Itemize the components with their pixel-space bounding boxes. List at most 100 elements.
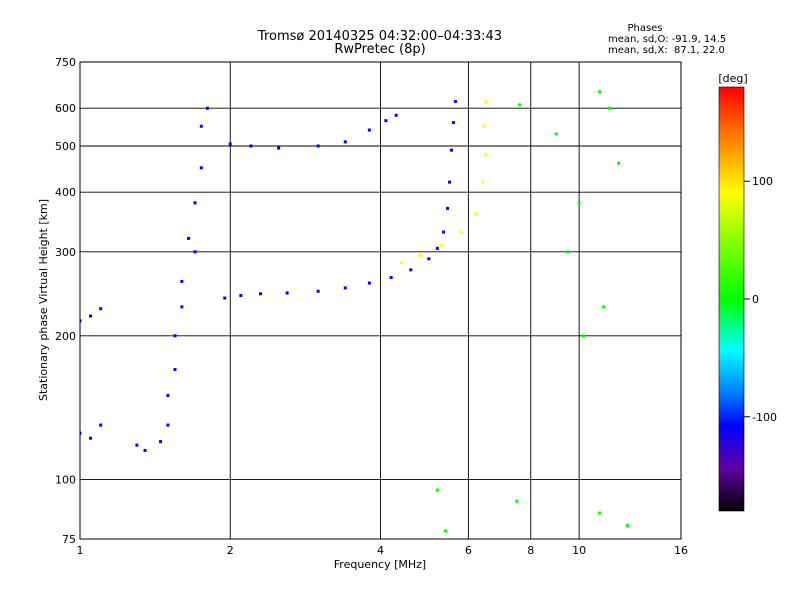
colorbar-tick-label: 100 — [752, 175, 773, 188]
data-point — [482, 124, 486, 128]
y-tick-label: 75 — [62, 533, 76, 546]
data-point — [484, 152, 488, 156]
data-point — [440, 243, 444, 247]
data-point — [617, 161, 621, 165]
data-point — [442, 230, 446, 234]
y-tick-label: 200 — [55, 330, 76, 343]
y-tick-label: 500 — [55, 140, 76, 153]
data-point — [193, 201, 197, 205]
data-point — [554, 132, 558, 136]
stats-heading: Phases — [627, 23, 662, 34]
data-point — [449, 148, 453, 152]
data-point — [389, 276, 393, 280]
y-axis-label: Stationary phase Virtual Height [km] — [37, 199, 50, 401]
y-axis-ticks: 75 100 200 300 400 500 600 750 — [55, 56, 76, 546]
data-point — [277, 146, 281, 150]
colorbar-tick-label: 0 — [752, 293, 759, 306]
x-tick-label: 2 — [227, 544, 234, 557]
y-tick-label: 300 — [55, 246, 76, 259]
data-point — [166, 423, 170, 427]
data-point — [581, 334, 585, 338]
x-tick-label: 1 — [77, 544, 84, 557]
data-point — [418, 253, 422, 257]
stats-line-x: mean, sd,X: 87.1, 22.0 — [608, 45, 725, 56]
data-point — [80, 431, 82, 435]
data-point — [399, 260, 403, 264]
data-point — [598, 511, 602, 515]
y-tick-label: 600 — [55, 102, 76, 115]
colorbar-ticks: 100 0 -100 — [744, 175, 777, 424]
data-point — [228, 142, 232, 146]
data-point — [367, 128, 371, 132]
data-point — [173, 367, 177, 371]
data-point — [223, 296, 227, 300]
data-point — [99, 307, 103, 311]
data-point — [484, 99, 488, 103]
data-point — [409, 268, 413, 272]
data-point — [180, 305, 184, 309]
x-tick-label: 16 — [674, 544, 688, 557]
data-point — [598, 90, 602, 94]
data-point — [80, 319, 82, 323]
data-point — [607, 106, 611, 110]
x-tick-label: 10 — [572, 544, 586, 557]
data-point — [367, 281, 371, 285]
data-point — [187, 236, 191, 240]
data-point — [602, 305, 606, 309]
data-point — [343, 286, 347, 290]
data-point — [394, 113, 398, 117]
data-point — [446, 206, 450, 210]
data-point — [435, 246, 439, 250]
data-point — [180, 279, 184, 283]
data-point — [435, 488, 439, 492]
y-tick-label: 750 — [55, 56, 76, 69]
data-point — [259, 292, 263, 296]
plot-frame — [79, 61, 682, 540]
data-point — [159, 440, 163, 444]
data-point — [577, 201, 581, 205]
data-point — [135, 443, 139, 447]
x-tick-label: 6 — [465, 544, 472, 557]
data-point — [143, 448, 147, 452]
data-point — [427, 257, 431, 261]
data-point — [566, 250, 570, 254]
data-point — [205, 106, 209, 110]
data-point — [515, 499, 519, 503]
data-point — [480, 180, 484, 184]
data-point — [444, 529, 448, 533]
data-point — [173, 334, 177, 338]
data-point — [99, 423, 103, 427]
colorbar-tick-label: -100 — [752, 411, 777, 424]
data-point — [384, 119, 388, 123]
data-point — [473, 212, 477, 216]
x-axis-ticks: 1 2 4 6 8 10 16 — [77, 544, 689, 557]
chart-subtitle: RwPretec (8p) — [334, 42, 425, 57]
x-tick-label: 4 — [377, 544, 384, 557]
data-point — [199, 166, 203, 170]
data-points — [80, 90, 629, 533]
data-point — [453, 99, 457, 103]
data-point — [518, 103, 522, 107]
data-point — [193, 250, 197, 254]
data-point — [89, 436, 93, 440]
data-point — [316, 289, 320, 293]
data-point — [316, 144, 320, 148]
chart-title: Tromsø 20140325 04:32:00–04:33:43 — [257, 29, 502, 44]
grid-lines — [80, 62, 681, 539]
data-point — [89, 314, 93, 318]
y-tick-label: 400 — [55, 186, 76, 199]
data-point — [249, 144, 253, 148]
data-point — [239, 293, 243, 297]
data-point — [343, 140, 347, 144]
data-point — [625, 524, 629, 528]
data-point — [285, 291, 289, 295]
x-axis-label: Frequency [MHz] — [334, 558, 426, 571]
data-point — [459, 230, 463, 234]
data-point — [199, 124, 203, 128]
colorbar-label: [deg] — [718, 72, 747, 85]
data-point — [451, 121, 455, 125]
colorbar — [718, 86, 745, 512]
data-point — [448, 180, 452, 184]
stats-line-o: mean, sd,O: -91.9, 14.5 — [608, 34, 726, 45]
